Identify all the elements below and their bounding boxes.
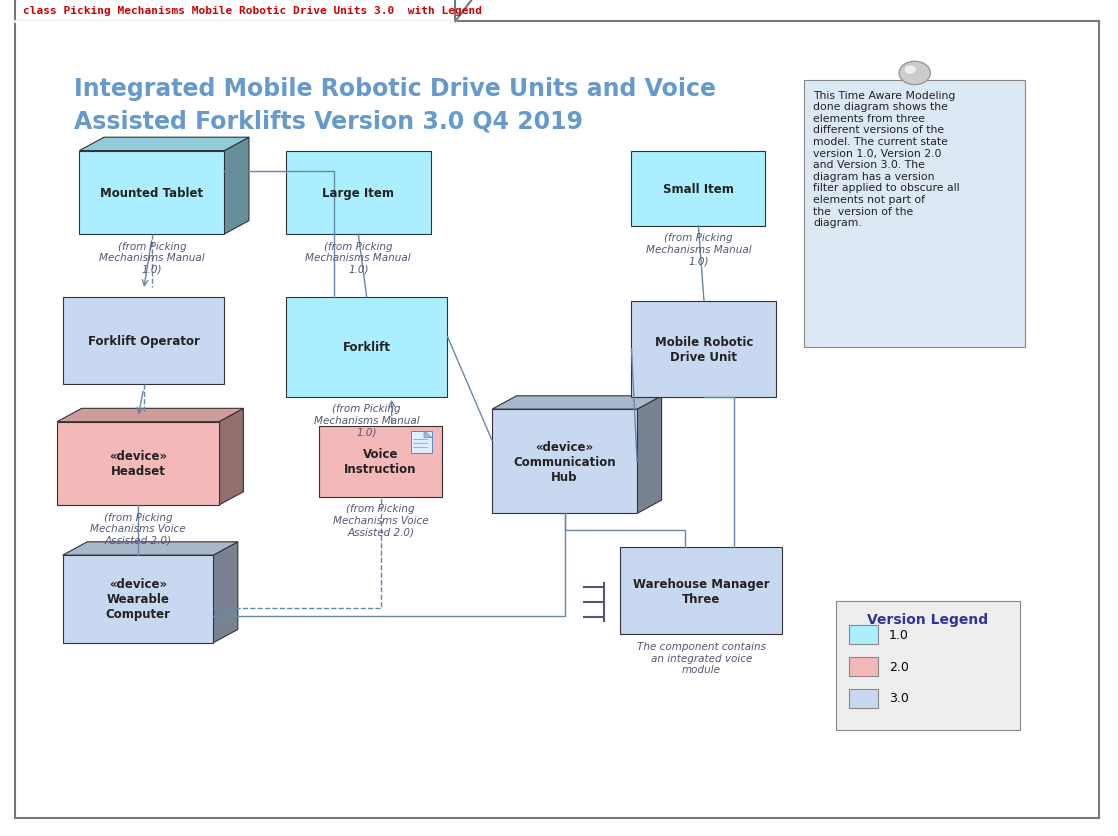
Text: (from Picking
Mechanisms Manual
1.0): (from Picking Mechanisms Manual 1.0) <box>314 404 419 437</box>
Text: (from Picking
Mechanisms Manual
1.0): (from Picking Mechanisms Manual 1.0) <box>645 233 751 266</box>
Text: Warehouse Manager
Three: Warehouse Manager Three <box>633 577 769 605</box>
Polygon shape <box>492 396 662 410</box>
Polygon shape <box>63 543 238 555</box>
Text: 3.0: 3.0 <box>889 691 909 705</box>
Bar <box>63 297 225 385</box>
Text: Voice
Instruction: Voice Instruction <box>344 448 417 476</box>
Text: Integrated Mobile Robotic Drive Units and Voice: Integrated Mobile Robotic Drive Units an… <box>74 77 716 101</box>
Bar <box>620 547 783 635</box>
Text: (from Picking
Mechanisms Manual
1.0): (from Picking Mechanisms Manual 1.0) <box>305 242 411 274</box>
Bar <box>804 80 1025 347</box>
Polygon shape <box>424 431 432 438</box>
Circle shape <box>904 66 916 74</box>
Text: Version Legend: Version Legend <box>868 612 988 626</box>
Bar <box>632 151 766 227</box>
Text: «device»
Headset: «device» Headset <box>108 450 167 478</box>
Bar <box>849 657 878 676</box>
Bar <box>286 151 430 235</box>
Bar <box>15 0 455 23</box>
Text: class Picking Mechanisms Mobile Robotic Drive Units 3.0  with Legend: class Picking Mechanisms Mobile Robotic … <box>22 6 482 16</box>
Polygon shape <box>219 409 244 506</box>
Bar <box>79 151 225 235</box>
Text: Large Item: Large Item <box>322 186 395 200</box>
Polygon shape <box>214 543 238 643</box>
Text: «device»
Wearable
Computer: «device» Wearable Computer <box>105 578 171 620</box>
Text: Mobile Robotic
Drive Unit: Mobile Robotic Drive Unit <box>655 335 754 364</box>
Text: This Time Aware Modeling
done diagram shows the
elements from three
different ve: This Time Aware Modeling done diagram sh… <box>813 90 960 228</box>
Bar <box>835 601 1020 731</box>
Bar <box>320 426 442 497</box>
Bar <box>849 689 878 708</box>
Text: Forklift Operator: Forklift Operator <box>87 334 199 348</box>
Text: The component contains
an integrated voice
module: The component contains an integrated voi… <box>636 641 766 675</box>
Bar <box>57 422 219 506</box>
Text: 2.0: 2.0 <box>889 660 909 673</box>
Text: «device»
Communication
Hub: «device» Communication Hub <box>513 441 616 483</box>
Text: Assisted Forklifts Version 3.0 Q4 2019: Assisted Forklifts Version 3.0 Q4 2019 <box>74 110 582 134</box>
Polygon shape <box>225 138 249 235</box>
Text: (from Picking
Mechanisms Manual
1.0): (from Picking Mechanisms Manual 1.0) <box>100 242 205 274</box>
Text: (from Picking
Mechanisms Voice
Assisted 2.0): (from Picking Mechanisms Voice Assisted … <box>333 504 428 537</box>
Polygon shape <box>637 396 662 514</box>
Text: Mounted Tablet: Mounted Tablet <box>101 186 203 200</box>
Circle shape <box>899 62 930 85</box>
Bar <box>492 410 637 514</box>
Bar <box>410 431 432 453</box>
Polygon shape <box>79 138 249 151</box>
Text: Forklift: Forklift <box>342 341 390 354</box>
Bar <box>286 297 447 397</box>
Polygon shape <box>57 409 244 422</box>
Text: (from Picking
Mechanisms Voice
Assisted 2.0): (from Picking Mechanisms Voice Assisted … <box>91 512 186 545</box>
Bar <box>63 555 214 643</box>
Bar <box>849 625 878 645</box>
Text: Small Item: Small Item <box>663 182 733 196</box>
Bar <box>632 301 777 397</box>
Text: 1.0: 1.0 <box>889 628 909 641</box>
